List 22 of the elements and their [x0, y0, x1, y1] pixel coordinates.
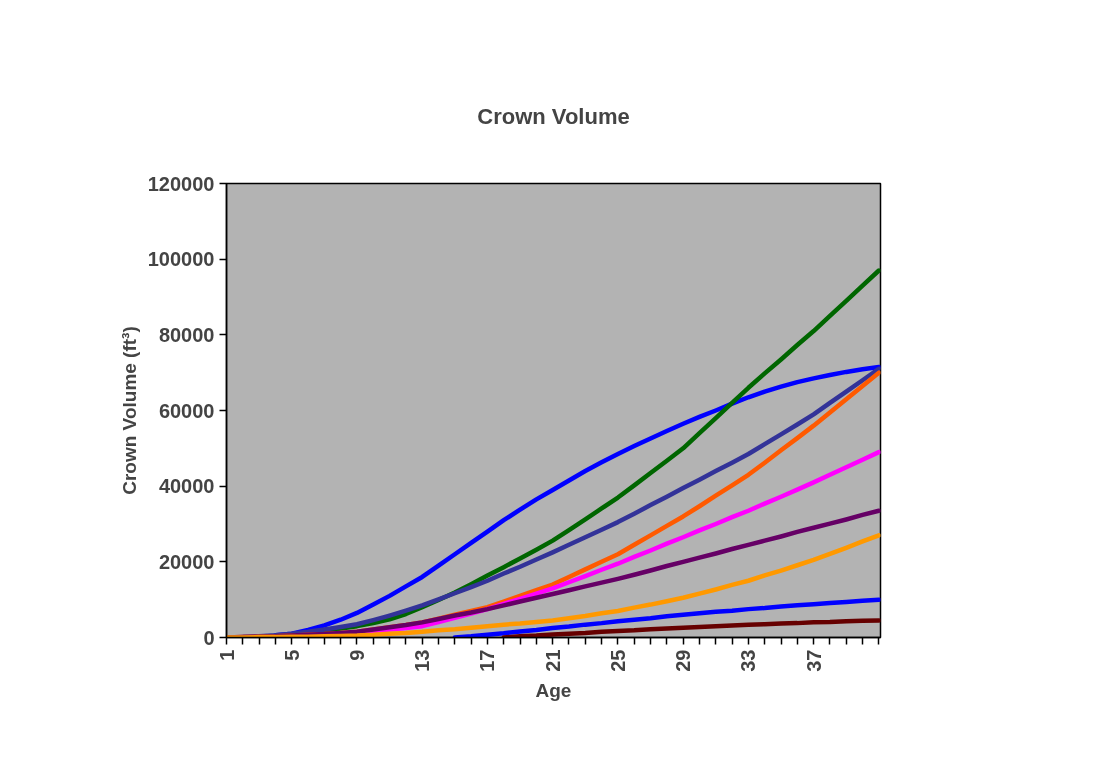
line-series [501, 618, 881, 638]
y-tick-label: 100000 [147, 248, 215, 271]
x-axis-title: Age [535, 679, 572, 701]
x-tick-label: 1 [215, 649, 238, 661]
y-tick-label: 120000 [147, 172, 215, 195]
line-series [452, 597, 881, 638]
x-tick-label: 5 [280, 649, 303, 661]
x-tick-label: 33 [737, 649, 760, 672]
y-tick-label: 0 [203, 626, 215, 649]
y-tick-label: 60000 [158, 399, 215, 422]
x-tick-label: 37 [802, 649, 825, 672]
y-tick-label: 40000 [158, 475, 215, 498]
x-tick-label: 21 [541, 649, 564, 672]
y-tick-label: 20000 [158, 550, 215, 573]
x-tick-label: 25 [606, 649, 629, 672]
x-tick-label: 29 [672, 649, 695, 672]
x-tick-label: 9 [345, 649, 368, 661]
x-tick-label: 17 [476, 649, 499, 672]
x-tick-label: 13 [411, 649, 434, 672]
chart-title: Crown Volume [477, 103, 630, 129]
y-tick-label: 80000 [158, 323, 215, 346]
y-axis-title: Crown Volume (ft³) [118, 326, 140, 495]
